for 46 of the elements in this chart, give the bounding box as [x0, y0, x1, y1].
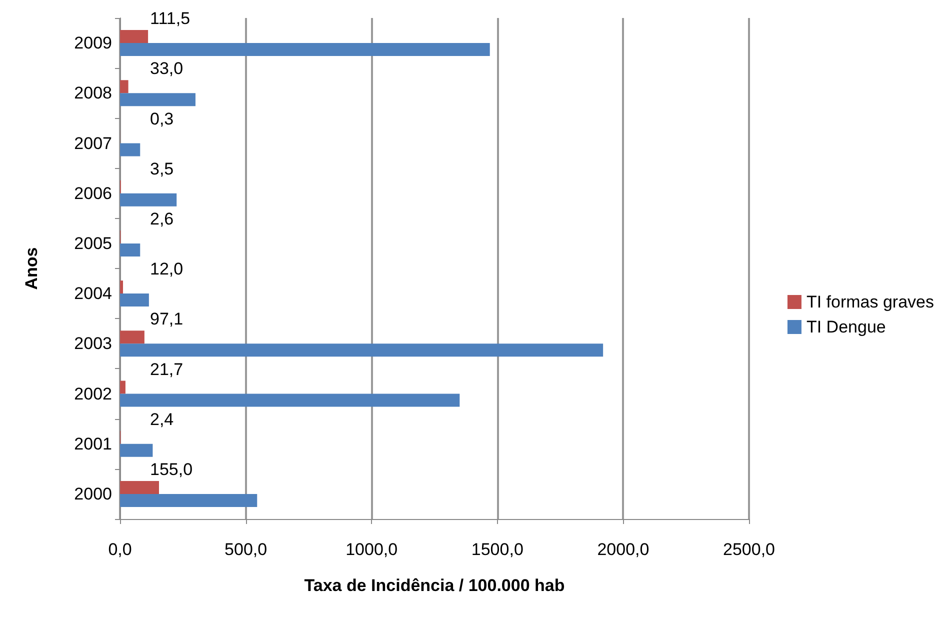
y-tick-label: 2000 — [74, 484, 112, 504]
data-label: 97,1 — [150, 310, 184, 329]
y-tick-label: 2003 — [74, 334, 112, 354]
x-tick-label: 0,0 — [108, 540, 132, 559]
data-label: 3,5 — [150, 159, 174, 178]
data-label: 21,7 — [150, 360, 184, 379]
bar — [120, 380, 126, 394]
bar — [120, 93, 196, 106]
y-tick-label: 2005 — [74, 234, 112, 253]
bar — [120, 193, 177, 206]
x-axis-title: Taxa de Incidência / 100.000 hab — [304, 576, 565, 595]
data-label: 155,0 — [150, 460, 193, 479]
x-tick-label: 2000,0 — [597, 540, 650, 559]
y-tick-label: 2002 — [74, 384, 112, 404]
y-tick-label: 2009 — [74, 34, 112, 53]
bar — [120, 344, 604, 357]
bar — [120, 280, 124, 294]
bar — [120, 243, 140, 256]
data-label: 33,0 — [150, 59, 184, 78]
bar — [120, 294, 149, 307]
bar — [120, 330, 144, 344]
x-tick-label: 1000,0 — [346, 540, 398, 559]
bar — [120, 143, 140, 156]
data-label: 0,3 — [150, 109, 174, 128]
y-tick-label: 2004 — [74, 284, 112, 304]
bar — [120, 480, 159, 494]
data-label: 2,4 — [150, 410, 174, 429]
x-tick-label: 500,0 — [224, 540, 268, 559]
y-tick-label: 2008 — [74, 84, 112, 103]
data-label: 12,0 — [150, 260, 184, 279]
x-tick-label: 1500,0 — [471, 540, 524, 559]
bar — [120, 444, 153, 457]
y-tick-label: 2006 — [74, 184, 112, 203]
bar — [120, 30, 148, 44]
x-tick-label: 2500,0 — [723, 540, 775, 559]
y-axis-title: Anos — [22, 247, 41, 290]
y-tick-label: 2001 — [74, 434, 112, 454]
y-tick-label: 2007 — [74, 134, 112, 153]
data-label: 111,5 — [150, 9, 190, 28]
bar — [120, 494, 258, 507]
bar — [120, 394, 460, 407]
bar — [120, 80, 128, 94]
bar — [120, 43, 490, 56]
legend-label: TI Dengue — [806, 318, 886, 336]
legend-label: TI formas graves — [806, 292, 934, 312]
data-label: 2,6 — [150, 209, 174, 228]
